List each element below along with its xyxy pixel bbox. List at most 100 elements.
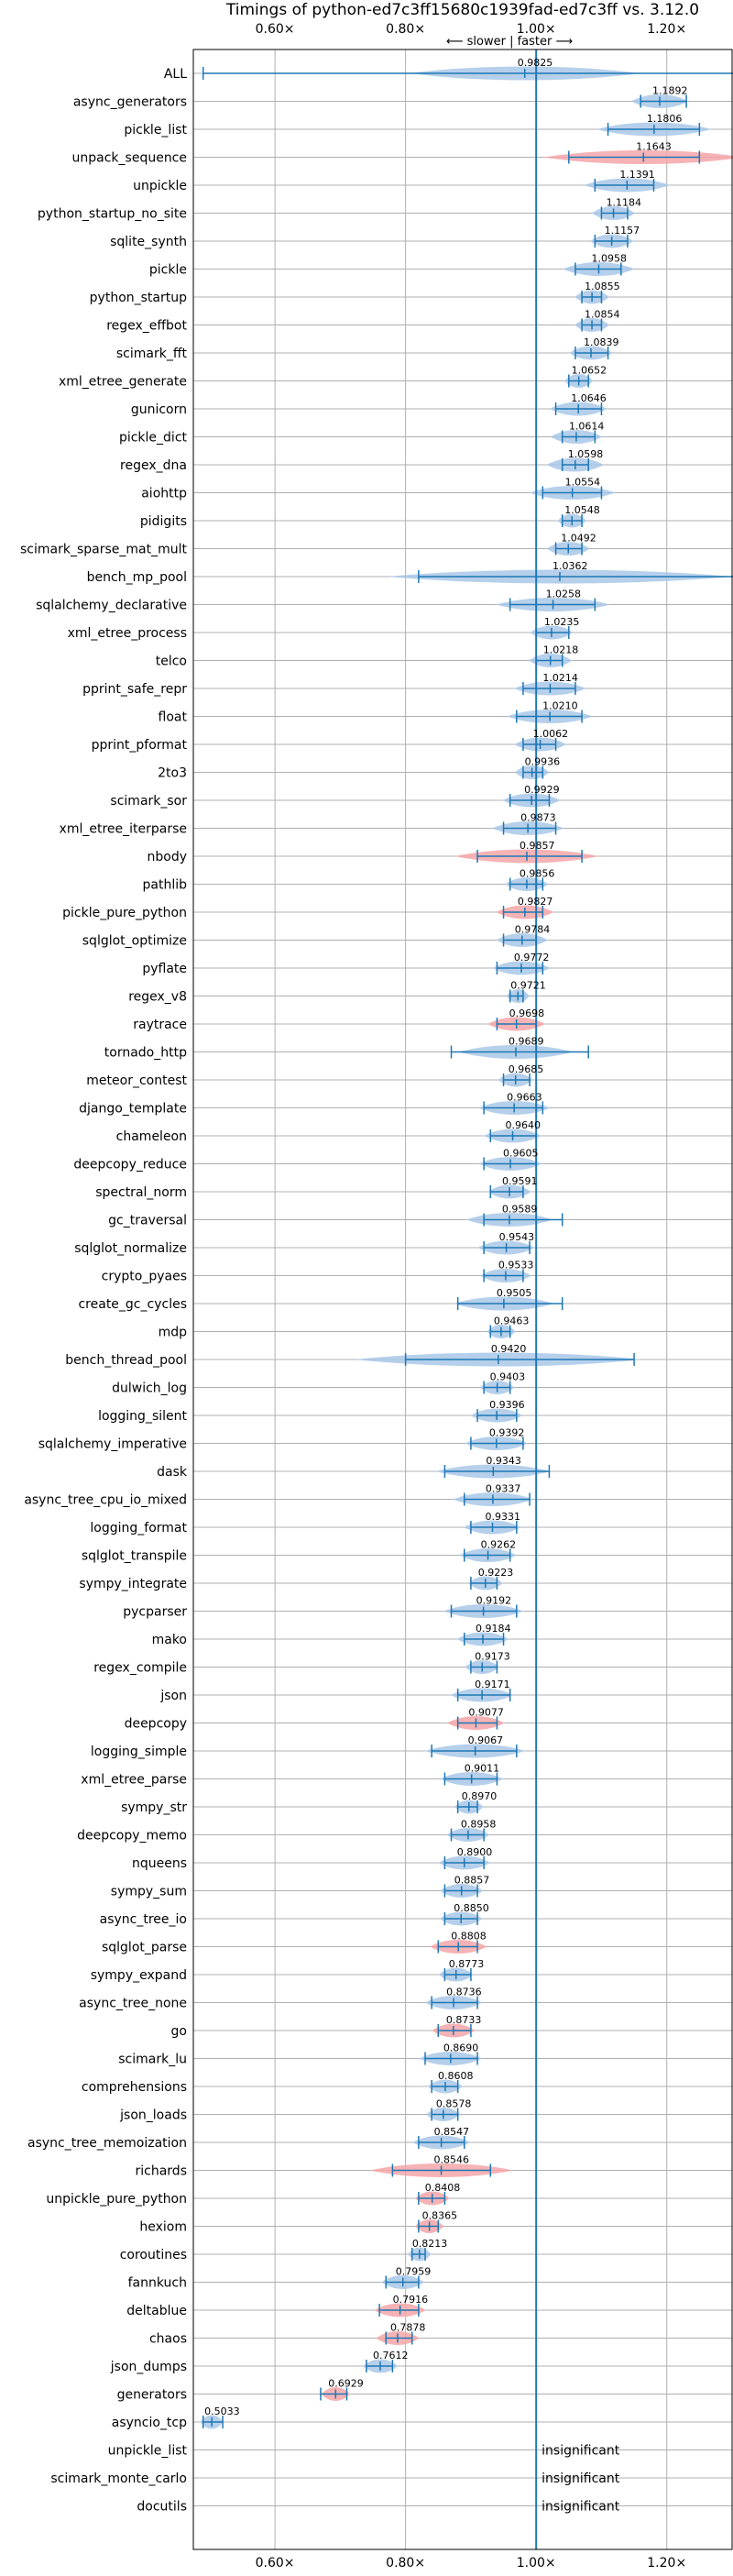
insignificant-label: insignificant xyxy=(542,2500,620,2515)
benchmark-label: coroutines xyxy=(120,2248,187,2262)
benchmark-label: bench_thread_pool xyxy=(65,1353,187,1368)
value-label: 0.9772 xyxy=(514,952,550,963)
benchmark-label: sqlglot_transpile xyxy=(82,1549,187,1564)
benchmark-label: sqlglot_parse xyxy=(102,1941,187,1955)
value-label: 1.0548 xyxy=(564,504,600,516)
benchmark-label: crypto_pyaes xyxy=(102,1270,187,1284)
value-label: 0.7612 xyxy=(373,2350,409,2361)
benchmark-label: 2to3 xyxy=(158,766,187,781)
benchmark-label: json xyxy=(159,1689,187,1703)
value-label: 0.8213 xyxy=(412,2238,448,2250)
value-label: 0.9223 xyxy=(478,1567,514,1579)
value-label: 0.9077 xyxy=(468,1707,504,1719)
value-label: 1.1892 xyxy=(652,85,688,97)
insignificant-label: insignificant xyxy=(542,2471,620,2486)
value-label: 0.9262 xyxy=(481,1539,517,1551)
value-label: 0.5033 xyxy=(204,2405,239,2417)
benchmark-label: async_tree_io xyxy=(100,1912,187,1927)
value-label: 1.0598 xyxy=(568,448,604,460)
value-label: 0.9067 xyxy=(468,1734,503,1746)
benchmark-label: nbody xyxy=(148,850,188,864)
benchmark-label: bench_mp_pool xyxy=(87,570,187,585)
value-label: 1.0210 xyxy=(542,700,578,712)
value-label: 0.9856 xyxy=(520,868,555,880)
benchmark-label: django_template xyxy=(79,1102,187,1117)
value-label: 0.9857 xyxy=(520,840,555,852)
benchmark-label: dask xyxy=(157,1465,188,1480)
value-label: 0.9011 xyxy=(465,1763,500,1775)
value-label: 0.9784 xyxy=(515,924,551,936)
benchmark-label: pyflate xyxy=(142,962,187,976)
benchmark-label: tornado_http xyxy=(104,1046,187,1061)
benchmark-label: logging_simple xyxy=(91,1745,187,1759)
value-label: 0.9343 xyxy=(486,1455,521,1467)
value-label: 0.9396 xyxy=(489,1399,525,1411)
benchmark-label: sympy_str xyxy=(121,1800,187,1815)
value-label: 0.8690 xyxy=(443,2042,479,2054)
value-label: 0.9420 xyxy=(491,1343,527,1355)
labels-layer: 0.60× 0.60× 0.80× 0.80× 1.00× 1.00× 1.20× 1.20×… xyxy=(20,22,688,2570)
value-label: 1.0614 xyxy=(569,421,605,433)
value-label: 1.1157 xyxy=(605,225,640,237)
value-label: 0.9184 xyxy=(476,1623,511,1635)
benchmark-label: sympy_expand xyxy=(91,1968,187,1983)
benchmark-label: regex_v8 xyxy=(128,990,187,1005)
benchmark-label: unpack_sequence xyxy=(72,151,187,166)
benchmark-label: sqlite_synth xyxy=(110,235,187,249)
benchmark-label: sympy_integrate xyxy=(79,1577,187,1591)
benchmark-label: pickle_dict xyxy=(119,431,188,446)
benchmark-label: deepcopy xyxy=(125,1717,187,1732)
value-label: 1.0214 xyxy=(542,672,578,684)
value-label: 0.8578 xyxy=(436,2098,472,2110)
value-label: 0.8736 xyxy=(446,1987,482,1998)
benchmark-label: richards xyxy=(136,2164,188,2179)
benchmark-label: create_gc_cycles xyxy=(78,1297,187,1312)
value-label: 0.8733 xyxy=(446,2014,482,2026)
value-label: 0.9685 xyxy=(509,1063,544,1075)
benchmark-label: sqlglot_normalize xyxy=(74,1241,187,1256)
benchmark-label: sqlalchemy_declarative xyxy=(36,599,187,613)
benchmark-label: json_loads xyxy=(119,2108,187,2123)
value-label: 1.0854 xyxy=(585,309,620,321)
benchmark-label: generators xyxy=(117,2388,187,2403)
value-label: 0.8970 xyxy=(462,1790,497,1802)
benchmark-label: unpickle_list xyxy=(108,2444,188,2459)
value-label: 1.0652 xyxy=(572,365,607,377)
value-label: 0.8608 xyxy=(438,2070,474,2082)
benchmark-label: pickle xyxy=(149,263,187,278)
value-label: 0.9463 xyxy=(494,1316,530,1327)
x-tick-label-top: 1.20× xyxy=(647,22,686,37)
value-label: 0.9192 xyxy=(476,1595,512,1607)
benchmark-label: async_tree_none xyxy=(79,1997,187,2011)
benchmark-label: scimark_sparse_mat_mult xyxy=(20,543,187,557)
value-label: 0.7959 xyxy=(396,2266,432,2278)
benchmark-label: xml_etree_generate xyxy=(59,375,187,390)
benchmark-label: comprehensions xyxy=(82,2080,187,2095)
benchmark-label: pycparser xyxy=(123,1605,187,1620)
x-tick-label-bottom: 0.80× xyxy=(386,2556,425,2570)
value-label: 1.1643 xyxy=(636,141,672,153)
benchmark-label: pprint_pformat xyxy=(92,738,188,753)
benchmark-label: json_dumps xyxy=(110,2360,187,2374)
value-label: 0.9825 xyxy=(518,57,553,69)
value-label: 0.9173 xyxy=(475,1651,510,1663)
value-label: 1.0839 xyxy=(584,336,619,348)
value-label: 1.0362 xyxy=(552,560,588,572)
value-label: 0.8547 xyxy=(434,2126,470,2138)
x-tick-label-bottom: 0.60× xyxy=(256,2556,295,2570)
value-label: 0.9543 xyxy=(499,1231,535,1243)
benchmark-label: sympy_sum xyxy=(111,1885,187,1899)
value-label: 1.0646 xyxy=(571,392,607,404)
x-tick-label-bottom: 1.00× xyxy=(517,2556,556,2570)
value-label: 0.8850 xyxy=(454,1902,488,1914)
value-label: 1.0492 xyxy=(561,533,596,545)
benchmark-label: xml_etree_parse xyxy=(81,1773,187,1788)
benchmark-label: unpickle_pure_python xyxy=(46,2192,187,2207)
value-label: 0.9689 xyxy=(509,1036,544,1048)
x-tick-label-top: 0.60× xyxy=(256,22,295,37)
value-label: 1.1184 xyxy=(607,197,642,209)
value-label: 0.8808 xyxy=(451,1931,487,1943)
value-label: 0.8958 xyxy=(461,1819,497,1831)
benchmark-label: logging_format xyxy=(90,1521,187,1536)
benchmark-label: xml_etree_process xyxy=(68,626,187,641)
